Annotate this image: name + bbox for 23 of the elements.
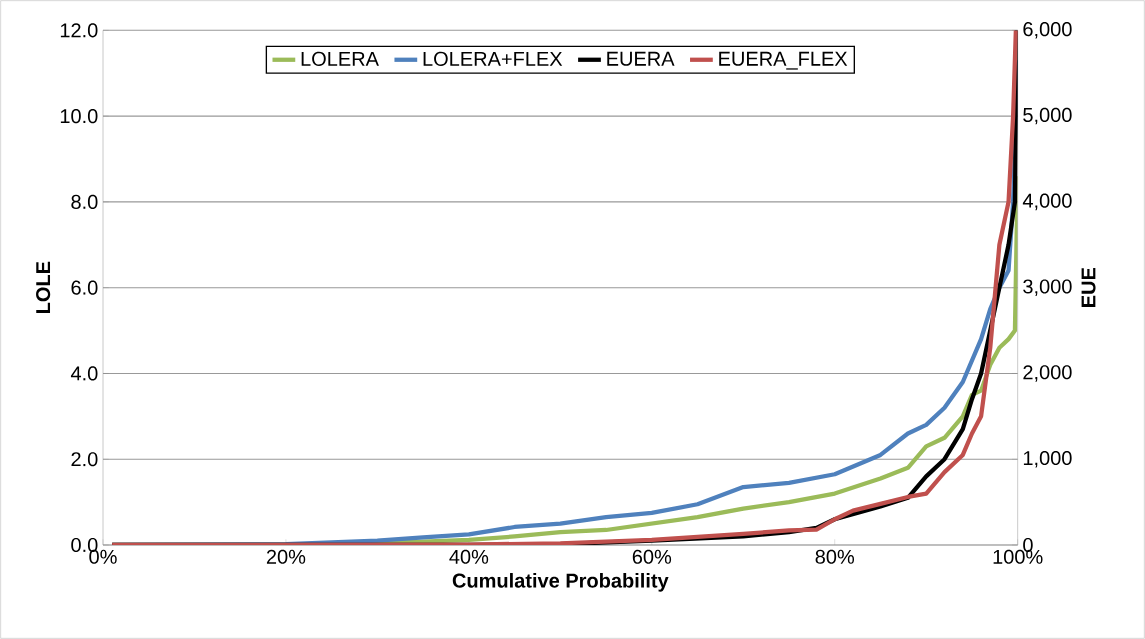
x-tick-label: 40% (449, 549, 489, 564)
x-tick-label: 80% (815, 549, 855, 564)
y-tick-label: 2.0 (71, 452, 98, 467)
x-tick-label: 60% (632, 549, 672, 564)
y2-tick-label: 3,000 (1023, 279, 1072, 296)
legend-label: LOLERA+FLEX (423, 51, 563, 66)
y2-tick-label: 4,000 (1022, 193, 1072, 211)
y-axis-title: LOLE (36, 261, 51, 313)
y2-tick-label: 6,000 (1023, 22, 1072, 39)
legend-label: EUERA (607, 51, 675, 66)
y2-tick-label: 2,000 (1023, 365, 1072, 382)
x-tick-label: 20% (266, 549, 306, 564)
y-tick-label: 10.0 (60, 109, 98, 124)
legend-label: LOLERA (301, 51, 379, 66)
y2-tick-label: 1,000 (1023, 450, 1072, 468)
y2-tick-label: 5,000 (1023, 107, 1072, 125)
y2-axis-title: EUE (1081, 267, 1096, 307)
x-axis-title: Cumulative Probability (452, 573, 669, 592)
y-tick-label: 4.0 (70, 366, 98, 381)
y-tick-label: 6.0 (71, 280, 98, 295)
y-tick-label: 12.0 (60, 23, 98, 38)
y-tick-label: 8.0 (71, 194, 98, 209)
legend-label: EUERA_FLEX (719, 51, 848, 70)
